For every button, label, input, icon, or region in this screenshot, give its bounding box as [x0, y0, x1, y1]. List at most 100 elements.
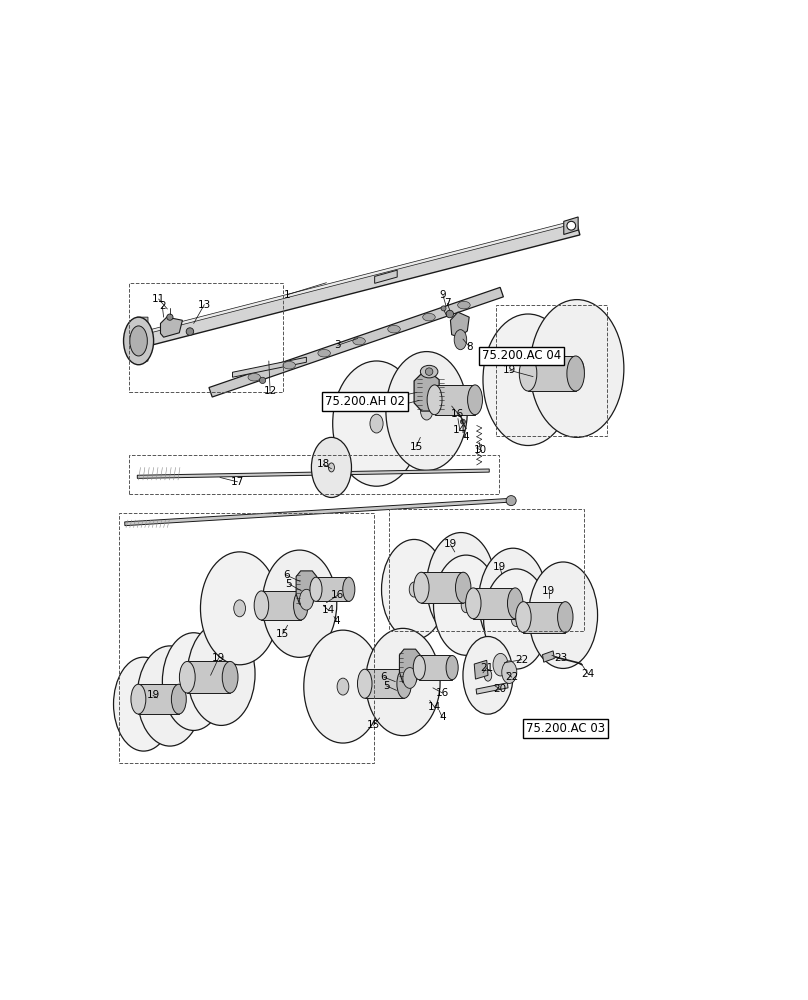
Text: 75.200.AC 04: 75.200.AC 04 [482, 349, 562, 362]
Ellipse shape [427, 533, 495, 639]
Ellipse shape [381, 539, 447, 640]
Circle shape [446, 310, 453, 318]
Ellipse shape [113, 657, 174, 751]
Bar [119, 513, 374, 763]
Ellipse shape [420, 365, 438, 378]
Text: 4: 4 [333, 616, 339, 626]
Polygon shape [209, 287, 503, 397]
Ellipse shape [293, 591, 308, 620]
Ellipse shape [465, 588, 481, 619]
Text: 18: 18 [317, 459, 330, 469]
Text: 17: 17 [231, 477, 244, 487]
Ellipse shape [131, 684, 145, 714]
Ellipse shape [179, 661, 196, 693]
Bar [129, 283, 283, 392]
Ellipse shape [139, 697, 148, 711]
Ellipse shape [427, 385, 442, 415]
Ellipse shape [434, 555, 499, 655]
Ellipse shape [304, 630, 382, 743]
Polygon shape [524, 602, 566, 633]
Text: 5: 5 [396, 400, 402, 410]
Ellipse shape [353, 337, 365, 345]
Text: 23: 23 [554, 653, 567, 663]
Text: 19: 19 [213, 653, 225, 663]
Ellipse shape [255, 591, 269, 620]
Ellipse shape [530, 300, 624, 437]
Ellipse shape [398, 674, 409, 690]
Ellipse shape [516, 602, 531, 633]
Text: 6: 6 [381, 672, 387, 682]
Text: 3: 3 [335, 340, 341, 350]
Text: 75.200.AH 02: 75.200.AH 02 [326, 395, 406, 408]
Ellipse shape [468, 385, 482, 415]
Text: 24: 24 [582, 669, 595, 679]
Polygon shape [542, 651, 554, 662]
Polygon shape [262, 591, 301, 620]
Polygon shape [415, 373, 440, 411]
Polygon shape [364, 669, 404, 698]
Text: 1: 1 [284, 290, 291, 300]
Ellipse shape [217, 666, 226, 682]
Polygon shape [528, 356, 575, 391]
Ellipse shape [478, 548, 548, 655]
Circle shape [186, 328, 194, 335]
Ellipse shape [357, 669, 372, 698]
Text: 14: 14 [427, 702, 440, 712]
Ellipse shape [567, 356, 584, 391]
Text: 15: 15 [367, 720, 380, 730]
Text: 4: 4 [462, 432, 469, 442]
Polygon shape [138, 684, 179, 714]
Ellipse shape [457, 301, 470, 309]
Ellipse shape [520, 356, 537, 391]
Ellipse shape [461, 598, 471, 613]
Text: 16: 16 [452, 409, 465, 419]
Bar [389, 509, 584, 631]
Polygon shape [296, 571, 317, 604]
Ellipse shape [463, 637, 513, 714]
Ellipse shape [397, 669, 411, 698]
Polygon shape [474, 660, 488, 679]
Ellipse shape [337, 678, 349, 695]
Circle shape [425, 368, 433, 375]
Bar [495, 305, 607, 436]
Polygon shape [476, 683, 508, 694]
Ellipse shape [200, 552, 279, 665]
Text: 15: 15 [276, 629, 289, 639]
Text: 11: 11 [152, 294, 165, 304]
Ellipse shape [420, 402, 433, 420]
Text: 15: 15 [410, 442, 423, 452]
Ellipse shape [130, 326, 147, 356]
Polygon shape [187, 661, 230, 693]
Circle shape [259, 377, 266, 384]
Ellipse shape [403, 668, 417, 688]
Ellipse shape [493, 653, 508, 676]
Ellipse shape [328, 463, 335, 472]
Ellipse shape [165, 688, 175, 704]
Ellipse shape [248, 373, 260, 381]
Polygon shape [399, 649, 420, 683]
Ellipse shape [507, 588, 523, 619]
Ellipse shape [171, 684, 187, 714]
Text: 20: 20 [494, 684, 507, 694]
Polygon shape [161, 317, 183, 337]
Ellipse shape [263, 550, 337, 657]
Text: 19: 19 [493, 562, 507, 572]
Polygon shape [124, 498, 515, 526]
Circle shape [441, 306, 446, 311]
Ellipse shape [311, 437, 351, 497]
Text: 4: 4 [439, 712, 445, 722]
Ellipse shape [388, 325, 400, 333]
Polygon shape [375, 270, 398, 283]
Circle shape [166, 314, 173, 320]
Ellipse shape [386, 352, 467, 471]
Text: 14: 14 [322, 605, 335, 615]
Polygon shape [233, 357, 306, 377]
Ellipse shape [318, 349, 330, 357]
Text: 14: 14 [453, 425, 466, 435]
Text: 21: 21 [480, 663, 494, 673]
Text: 16: 16 [331, 590, 344, 600]
Ellipse shape [456, 572, 471, 603]
Ellipse shape [456, 578, 466, 594]
Text: 75.200.AC 03: 75.200.AC 03 [526, 722, 605, 735]
Circle shape [506, 496, 516, 506]
